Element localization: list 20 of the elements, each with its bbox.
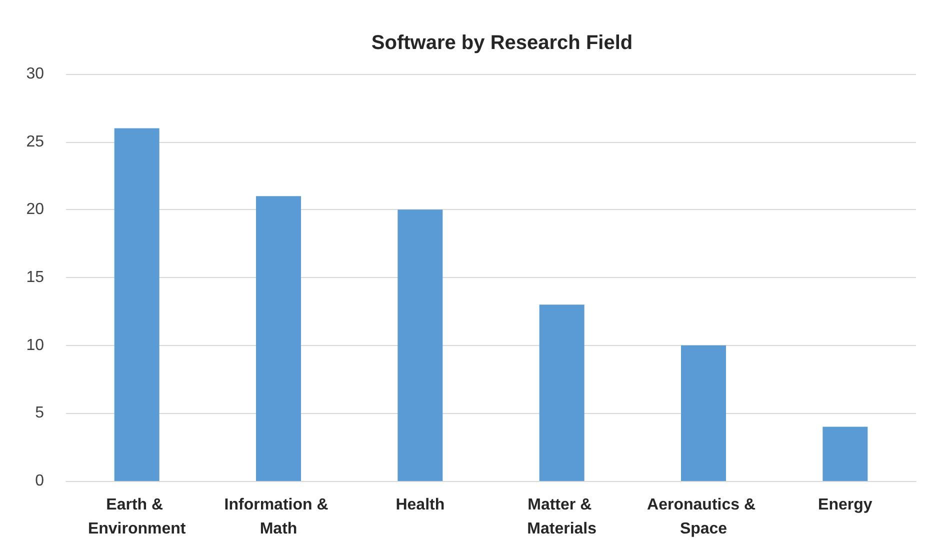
x-tick-label: Aeronautics & Space	[647, 496, 760, 538]
y-tick-label: 25	[26, 133, 44, 150]
bar	[256, 196, 301, 481]
x-tick-label: Health	[396, 496, 445, 514]
chart-title: Software by Research Field	[371, 32, 633, 54]
bar	[539, 304, 584, 481]
y-tick-label: 20	[26, 201, 44, 218]
y-tick-label: 30	[26, 66, 44, 82]
y-tick-label: 10	[26, 336, 44, 354]
x-tick-label: Earth & Environment	[88, 496, 186, 538]
x-tick-label: Information & Math	[224, 496, 333, 538]
bar	[822, 426, 868, 481]
bar	[398, 210, 443, 481]
bar	[114, 128, 160, 481]
y-tick-label: 5	[35, 404, 44, 422]
x-tick-label: Matter & Materials	[527, 496, 597, 538]
y-tick-label: 15	[26, 269, 44, 286]
y-tick-label: 0	[35, 472, 44, 490]
x-tick-label: Energy	[818, 496, 872, 514]
bar	[681, 345, 726, 481]
